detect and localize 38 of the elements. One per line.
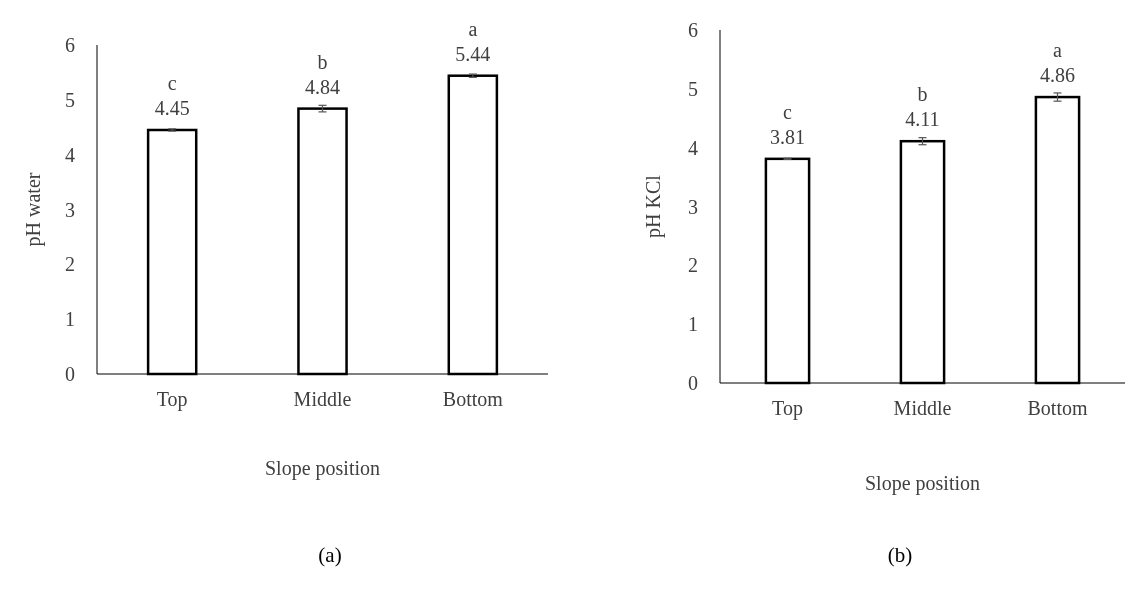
annotation: b	[317, 50, 328, 73]
x-tick-label: Top	[156, 388, 188, 411]
x-tick-label: Top	[772, 397, 803, 420]
x-tick-label: Middle	[293, 388, 352, 410]
annotation: b	[917, 83, 928, 106]
y-tick-label: 0	[65, 363, 75, 385]
y-tick-label: 3	[65, 198, 75, 221]
x-tick-label: Middle	[893, 397, 952, 419]
data-label: 4.86	[1040, 64, 1075, 87]
y-tick-label: 2	[65, 253, 75, 276]
y-tick-label: 2	[688, 254, 698, 277]
y-tick-label: 1	[65, 308, 75, 331]
y-axis-title: pH water	[22, 172, 45, 247]
data-label: 4.84	[305, 75, 340, 98]
annotation: c	[167, 71, 177, 94]
y-tick-label: 4	[65, 143, 75, 166]
y-tick-label: 3	[688, 195, 698, 218]
annotation: a	[1053, 39, 1063, 62]
y-axis-title: pH KCl	[642, 174, 665, 238]
y-tick-label: 0	[688, 372, 698, 394]
y-tick-label: 5	[688, 77, 698, 100]
y-tick-label: 6	[688, 19, 698, 41]
annotation: c	[783, 100, 793, 123]
data-label: 4.11	[905, 108, 940, 131]
y-tick-label: 6	[65, 34, 75, 56]
y-tick-label: 5	[65, 88, 75, 111]
data-label: 4.45	[154, 96, 190, 119]
y-tick-label: 4	[688, 136, 698, 159]
annotation: a	[468, 17, 478, 40]
x-tick-label: Bottom	[1027, 397, 1088, 419]
data-label: 5.44	[455, 42, 491, 65]
y-tick-label: 1	[688, 313, 698, 336]
x-tick-label: Bottom	[442, 388, 504, 410]
text: (b)	[887, 543, 913, 567]
text: (a)	[318, 543, 342, 567]
x-axis-title: Slope position	[264, 457, 381, 480]
data-label: 3.81	[770, 125, 805, 148]
x-axis-title: Slope position	[864, 472, 981, 495]
